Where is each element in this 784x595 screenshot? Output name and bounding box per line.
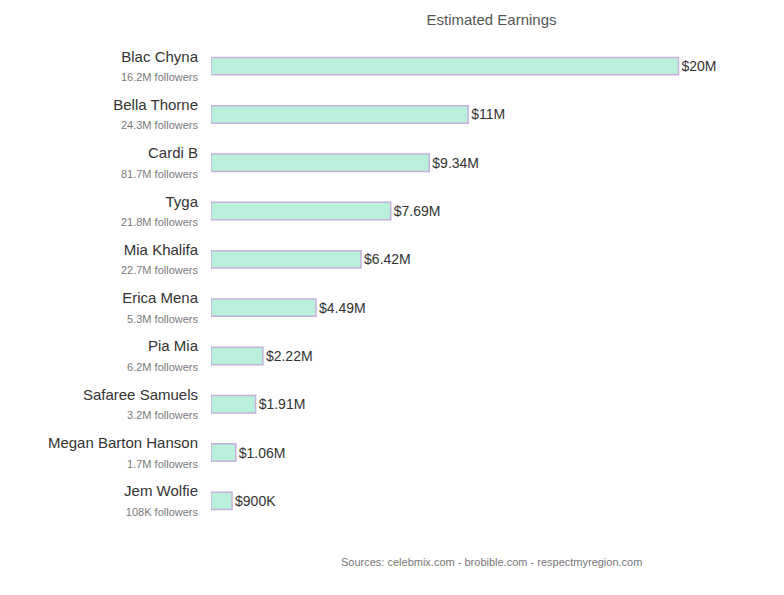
svg-text:Pia Mia6.2M followers: Pia Mia6.2M followers bbox=[127, 337, 199, 373]
svg-text:Estimated Earnings: Estimated Earnings bbox=[426, 11, 556, 28]
svg-text:Jem Wolfie108K followers: Jem Wolfie108K followers bbox=[124, 482, 198, 517]
svg-text:Tyga21.8M followers: Tyga21.8M followers bbox=[121, 193, 199, 229]
svg-text:Safaree Samuels3.2M followers: Safaree Samuels3.2M followers bbox=[83, 386, 199, 422]
svg-text:$7.69M: $7.69M bbox=[394, 203, 441, 219]
svg-text:$4.49M: $4.49M bbox=[319, 300, 366, 316]
svg-text:Blac Chyna16.2M followers: Blac Chyna16.2M followers bbox=[121, 48, 199, 84]
svg-text:$1.91M: $1.91M bbox=[259, 396, 306, 412]
svg-text:Cardi B81.7M followers: Cardi B81.7M followers bbox=[121, 144, 199, 180]
svg-text:$11M: $11M bbox=[471, 106, 505, 122]
svg-text:Megan Barton Hanson1.7M follow: Megan Barton Hanson1.7M followers bbox=[48, 434, 199, 470]
svg-text:$6.42M: $6.42M bbox=[364, 251, 411, 267]
svg-text:$9.34M: $9.34M bbox=[432, 155, 479, 171]
svg-text:Sources: celebmix.com - brobib: Sources: celebmix.com - brobible.com - r… bbox=[341, 556, 642, 568]
svg-text:Mia Khalifa22.7M followers: Mia Khalifa22.7M followers bbox=[121, 241, 199, 277]
svg-text:Erica Mena5.3M followers: Erica Mena5.3M followers bbox=[122, 289, 199, 325]
svg-text:$2.22M: $2.22M bbox=[266, 348, 313, 364]
svg-text:$900K: $900K bbox=[235, 493, 276, 509]
svg-text:$1.06M: $1.06M bbox=[239, 445, 286, 461]
svg-text:Bella Thorne24.3M followers: Bella Thorne24.3M followers bbox=[113, 96, 198, 132]
svg-text:$20M: $20M bbox=[682, 58, 717, 74]
